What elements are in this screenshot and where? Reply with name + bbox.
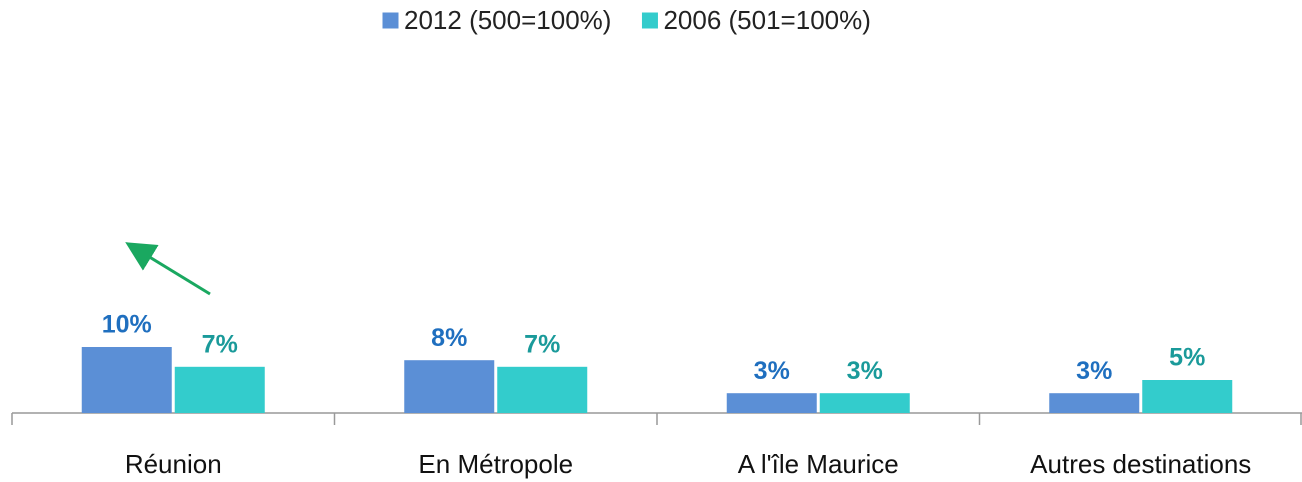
- annotation-arrow: [125, 242, 211, 296]
- legend-label: 2012 (500=100%): [404, 5, 611, 35]
- value-label: 3%: [754, 357, 790, 385]
- bar: [497, 366, 588, 413]
- value-label: 10%: [102, 311, 152, 339]
- value-label: 7%: [202, 330, 238, 358]
- legend-swatch: [640, 11, 659, 30]
- value-label: 7%: [524, 330, 560, 358]
- x-tick-label: A l'île Maurice: [738, 449, 899, 479]
- bar: [1142, 380, 1233, 413]
- bar: [81, 347, 172, 413]
- x-tick-label: En Métropole: [418, 449, 573, 479]
- x-tick-label: Autres destinations: [1030, 449, 1251, 479]
- value-label: 8%: [431, 324, 467, 352]
- legend-label: 2006 (501=100%): [663, 5, 870, 35]
- bar: [1049, 393, 1140, 413]
- value-label: 5%: [1169, 344, 1205, 372]
- value-label: 3%: [847, 357, 883, 385]
- value-label: 3%: [1076, 357, 1112, 385]
- bar: [726, 393, 817, 413]
- bar: [404, 360, 495, 413]
- bar: [174, 366, 265, 413]
- bar: [819, 393, 910, 413]
- legend-swatch: [381, 11, 400, 30]
- x-tick-label: Réunion: [125, 449, 222, 479]
